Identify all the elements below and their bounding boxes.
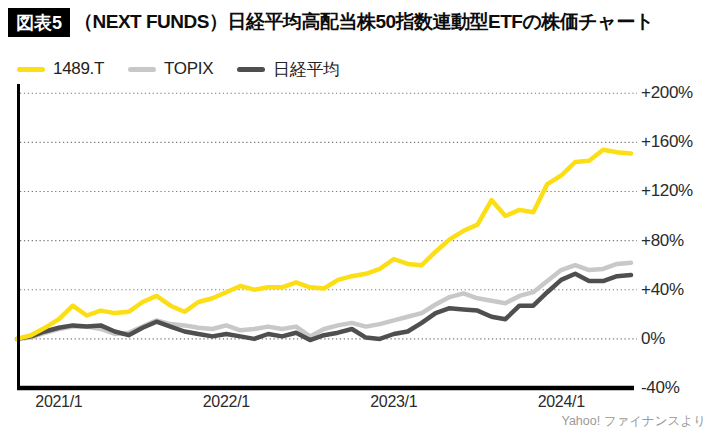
x-tick-label: 2024/1: [521, 393, 601, 411]
x-tick-label: 2021/1: [19, 393, 99, 411]
stock-chart-panel: 図表5 （NEXT FUNDS）日経平均高配当株50指数連動型ETFの株価チャー…: [0, 0, 710, 434]
y-tick-label: 0%: [641, 329, 707, 349]
chart-canvas: [0, 0, 710, 434]
y-tick-label: -40%: [641, 378, 707, 398]
source-attribution: Yahoo! ファイナンスより: [561, 413, 706, 430]
y-tick-label: +200%: [641, 83, 707, 103]
series-line-1489.T: [17, 150, 631, 339]
x-tick-label: 2023/1: [354, 393, 434, 411]
x-tick-label: 2022/1: [186, 393, 266, 411]
y-tick-label: +40%: [641, 280, 707, 300]
y-tick-label: +160%: [641, 132, 707, 152]
y-tick-label: +80%: [641, 231, 707, 251]
y-tick-label: +120%: [641, 181, 707, 201]
